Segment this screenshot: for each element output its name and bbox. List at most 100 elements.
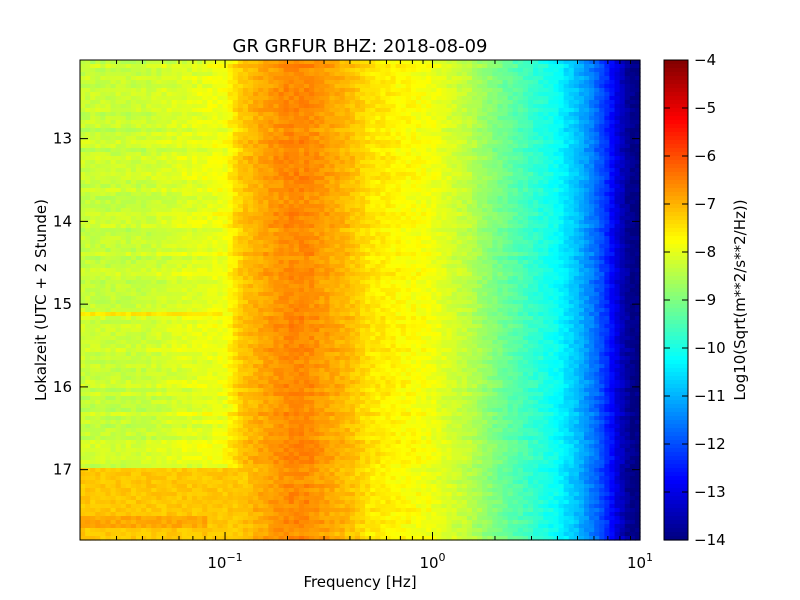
heatmap-cell	[533, 208, 539, 213]
heatmap-cell	[197, 104, 203, 109]
heatmap-cell	[105, 80, 112, 85]
heatmap-cell	[227, 124, 234, 129]
heatmap-cell	[202, 112, 208, 117]
heatmap-cell	[395, 72, 402, 77]
heatmap-cell	[339, 76, 346, 81]
heatmap-cell	[365, 228, 371, 233]
heatmap-cell	[141, 96, 147, 101]
heatmap-cell	[568, 96, 575, 101]
heatmap-cell	[543, 100, 549, 105]
heatmap-cell	[584, 216, 590, 221]
heatmap-cell	[156, 96, 163, 101]
heatmap-cell	[293, 60, 300, 65]
heatmap-cell	[298, 84, 305, 89]
heatmap-cell	[222, 120, 229, 125]
heatmap-cell	[594, 108, 600, 113]
heatmap-cell	[202, 84, 208, 89]
heatmap-cell	[436, 164, 443, 169]
heatmap-cell	[634, 140, 641, 145]
heatmap-cell	[558, 152, 565, 157]
heatmap-cell	[436, 160, 443, 165]
heatmap-cell	[528, 204, 534, 209]
heatmap-cell	[197, 96, 203, 101]
heatmap-cell	[629, 84, 636, 89]
heatmap-cell	[578, 208, 585, 213]
heatmap-cell	[141, 72, 147, 77]
heatmap-cell	[329, 160, 336, 165]
heatmap-cell	[273, 156, 280, 161]
heatmap-cell	[553, 84, 560, 89]
heatmap-cell	[426, 168, 432, 173]
heatmap-cell	[614, 220, 621, 225]
heatmap-cell	[156, 60, 163, 65]
heatmap-cell	[400, 184, 407, 189]
heatmap-cell	[298, 176, 305, 181]
heatmap-cell	[344, 232, 351, 237]
heatmap-cell	[451, 136, 458, 141]
heatmap-cell	[273, 180, 280, 185]
heatmap-cell	[634, 156, 641, 161]
heatmap-cell	[558, 204, 565, 209]
heatmap-cell	[156, 144, 163, 149]
heatmap-cell	[380, 140, 387, 145]
heatmap-cell	[528, 112, 534, 117]
heatmap-cell	[502, 196, 509, 201]
heatmap-cell	[125, 92, 132, 97]
heatmap-cell	[110, 180, 117, 185]
heatmap-cell	[85, 148, 91, 153]
heatmap-cell	[395, 92, 402, 97]
heatmap-cell	[563, 120, 570, 125]
heatmap-cell	[95, 68, 101, 73]
heatmap-cell	[431, 96, 437, 101]
heatmap-cell	[100, 160, 107, 165]
heatmap-cell	[197, 212, 203, 217]
heatmap-cell	[253, 64, 259, 69]
heatmap-cell	[456, 200, 463, 205]
heatmap-cell	[232, 208, 239, 213]
heatmap-cell	[477, 108, 483, 113]
heatmap-cell	[512, 128, 519, 133]
heatmap-cell	[110, 220, 117, 225]
heatmap-cell	[141, 180, 147, 185]
heatmap-cell	[594, 80, 600, 85]
heatmap-cell	[604, 188, 611, 193]
heatmap-cell	[227, 104, 234, 109]
heatmap-cell	[304, 96, 310, 101]
heatmap-cell	[634, 84, 641, 89]
heatmap-cell	[329, 100, 336, 105]
heatmap-cell	[553, 216, 560, 221]
heatmap-cell	[136, 136, 142, 141]
heatmap-cell	[472, 152, 478, 157]
heatmap-cell	[156, 84, 163, 89]
heatmap-cell	[95, 148, 101, 153]
heatmap-cell	[395, 100, 402, 105]
heatmap-cell	[146, 72, 152, 77]
heatmap-cell	[217, 236, 224, 241]
heatmap-cell	[207, 160, 213, 165]
heatmap-cell	[278, 224, 285, 229]
heatmap-cell	[232, 76, 239, 81]
heatmap-cell	[161, 108, 168, 113]
heatmap-cell	[115, 164, 122, 169]
heatmap-cell	[477, 212, 483, 217]
heatmap-cell	[604, 76, 611, 81]
heatmap-cell	[604, 228, 611, 233]
heatmap-cell	[456, 84, 463, 89]
heatmap-cell	[319, 68, 325, 73]
heatmap-cell	[390, 200, 397, 205]
heatmap-cell	[609, 112, 616, 117]
heatmap-cell	[100, 184, 107, 189]
heatmap-cell	[151, 124, 157, 129]
heatmap-cell	[181, 240, 188, 245]
heatmap-cell	[136, 104, 142, 109]
heatmap-cell	[237, 92, 244, 97]
heatmap-cell	[258, 132, 264, 137]
heatmap-cell	[410, 192, 417, 197]
heatmap-cell	[298, 228, 305, 233]
heatmap-cell	[482, 136, 488, 141]
heatmap-cell	[237, 68, 244, 73]
heatmap-cell	[380, 76, 387, 81]
heatmap-cell	[492, 72, 499, 77]
heatmap-cell	[365, 212, 371, 217]
heatmap-cell	[207, 212, 213, 217]
